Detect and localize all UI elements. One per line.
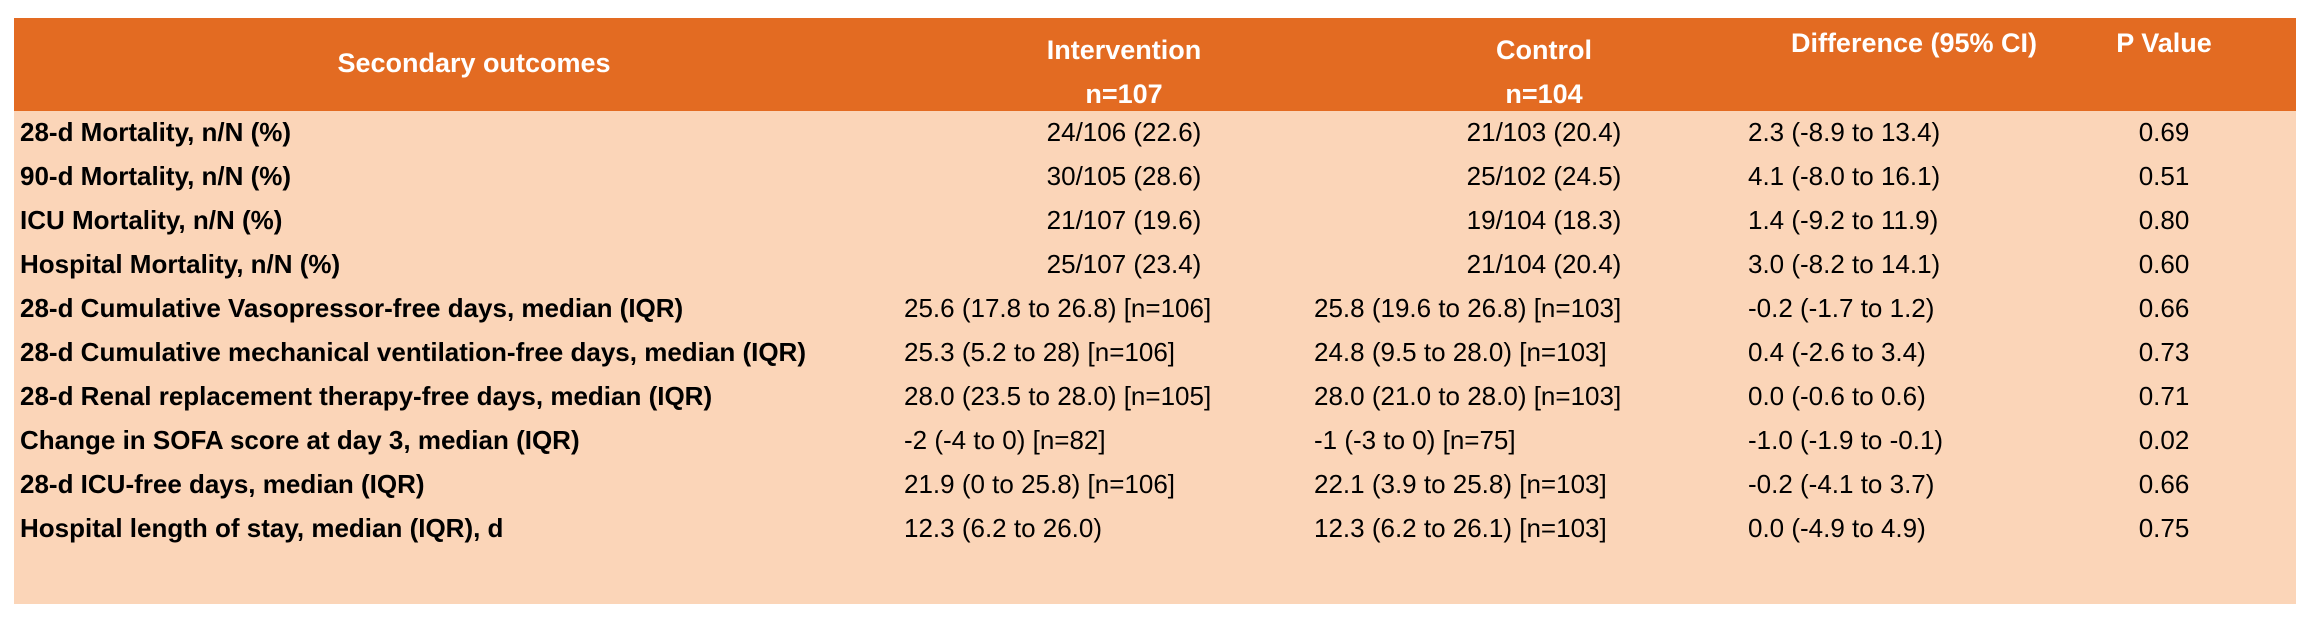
header-intervention-label: Intervention	[1046, 35, 1202, 65]
cell-pvalue: 0.80	[2138, 205, 2190, 235]
cell-difference: 3.0 (-8.2 to 14.1)	[1748, 249, 1941, 279]
cell-pvalue: 0.69	[2138, 117, 2190, 147]
cell-outcome: 28-d Cumulative Vasopressor-free days, m…	[20, 293, 684, 323]
table-row: 28-d ICU-free days, median (IQR) 21.9 (0…	[14, 463, 2296, 507]
cell-control: 21/104 (20.4)	[1466, 249, 1622, 279]
cell-outcome: ICU Mortality, n/N (%)	[20, 205, 283, 235]
cell-outcome: Hospital length of stay, median (IQR), d	[20, 513, 504, 543]
header-control-label: Control	[1496, 35, 1592, 65]
cell-intervention: 12.3 (6.2 to 26.0)	[904, 513, 1103, 543]
cell-difference: 0.0 (-4.9 to 4.9)	[1748, 513, 1926, 543]
table-row: ICU Mortality, n/N (%) 21/107 (19.6) 19/…	[14, 199, 2296, 243]
cell-control: 19/104 (18.3)	[1466, 205, 1622, 235]
table-row: 28-d Cumulative Vasopressor-free days, m…	[14, 287, 2296, 331]
cell-control: 25.8 (19.6 to 26.8) [n=103]	[1314, 293, 1622, 323]
cell-outcome: 28-d Renal replacement therapy-free days…	[20, 381, 713, 411]
header-control-n: n=104	[1505, 79, 1583, 109]
cell-control: 24.8 (9.5 to 28.0) [n=103]	[1314, 337, 1607, 367]
header-difference: Difference (95% CI)	[1790, 28, 2038, 58]
cell-pvalue: 0.60	[2138, 249, 2190, 279]
cell-intervention: 25.6 (17.8 to 26.8) [n=106]	[904, 293, 1212, 323]
cell-difference: 0.0 (-0.6 to 0.6)	[1748, 381, 1926, 411]
cell-pvalue: 0.75	[2138, 513, 2190, 543]
cell-control: 12.3 (6.2 to 26.1) [n=103]	[1314, 513, 1607, 543]
cell-intervention: -2 (-4 to 0) [n=82]	[904, 425, 1106, 455]
cell-intervention: 21.9 (0 to 25.8) [n=106]	[904, 469, 1176, 499]
cell-control: -1 (-3 to 0) [n=75]	[1314, 425, 1516, 455]
cell-pvalue: 0.73	[2138, 337, 2190, 367]
table-row: 90-d Mortality, n/N (%) 30/105 (28.6) 25…	[14, 155, 2296, 199]
header-outcome: Secondary outcomes	[337, 48, 611, 78]
cell-outcome: Hospital Mortality, n/N (%)	[20, 249, 341, 279]
cell-intervention: 25.3 (5.2 to 28) [n=106]	[904, 337, 1176, 367]
cell-outcome: 28-d ICU-free days, median (IQR)	[20, 469, 425, 499]
cell-difference: 2.3 (-8.9 to 13.4)	[1748, 117, 1941, 147]
table-row: Change in SOFA score at day 3, median (I…	[14, 419, 2296, 463]
table-row: 28-d Mortality, n/N (%) 24/106 (22.6) 21…	[14, 111, 2296, 155]
cell-pvalue: 0.66	[2138, 469, 2190, 499]
cell-outcome: 28-d Mortality, n/N (%)	[20, 117, 292, 147]
cell-outcome: 90-d Mortality, n/N (%)	[20, 161, 292, 191]
cell-intervention: 28.0 (23.5 to 28.0) [n=105]	[904, 381, 1212, 411]
header-pvalue: P Value	[2116, 28, 2212, 58]
cell-pvalue: 0.51	[2138, 161, 2190, 191]
table-row: Hospital length of stay, median (IQR), d…	[14, 507, 2296, 551]
table-row: 28-d Renal replacement therapy-free days…	[14, 375, 2296, 419]
cell-control: 22.1 (3.9 to 25.8) [n=103]	[1314, 469, 1607, 499]
header-control: Control n=104	[1424, 28, 1664, 116]
cell-outcome: Change in SOFA score at day 3, median (I…	[20, 425, 580, 455]
cell-difference: 1.4 (-9.2 to 11.9)	[1748, 205, 1939, 235]
cell-intervention: 30/105 (28.6)	[1046, 161, 1202, 191]
cell-control: 25/102 (24.5)	[1466, 161, 1622, 191]
secondary-outcomes-table: Secondary outcomes Intervention n=107 Co…	[14, 18, 2296, 604]
table-row: 28-d Cumulative mechanical ventilation-f…	[14, 331, 2296, 375]
cell-difference: -0.2 (-4.1 to 3.7)	[1748, 469, 1935, 499]
cell-control: 21/103 (20.4)	[1466, 117, 1622, 147]
cell-pvalue: 0.71	[2138, 381, 2190, 411]
cell-difference: 0.4 (-2.6 to 3.4)	[1748, 337, 1926, 367]
cell-outcome: 28-d Cumulative mechanical ventilation-f…	[20, 337, 806, 367]
table-header: Secondary outcomes Intervention n=107 Co…	[14, 18, 2296, 111]
cell-difference: -0.2 (-1.7 to 1.2)	[1748, 293, 1935, 323]
header-intervention-n: n=107	[1085, 79, 1163, 109]
table-row: Hospital Mortality, n/N (%) 25/107 (23.4…	[14, 243, 2296, 287]
cell-difference: -1.0 (-1.9 to -0.1)	[1748, 425, 1944, 455]
cell-difference: 4.1 (-8.0 to 16.1)	[1748, 161, 1941, 191]
cell-intervention: 25/107 (23.4)	[1046, 249, 1202, 279]
header-intervention: Intervention n=107	[1004, 28, 1244, 116]
cell-pvalue: 0.02	[2138, 425, 2190, 455]
cell-intervention: 24/106 (22.6)	[1046, 117, 1202, 147]
cell-intervention: 21/107 (19.6)	[1046, 205, 1202, 235]
cell-pvalue: 0.66	[2138, 293, 2190, 323]
cell-control: 28.0 (21.0 to 28.0) [n=103]	[1314, 381, 1622, 411]
